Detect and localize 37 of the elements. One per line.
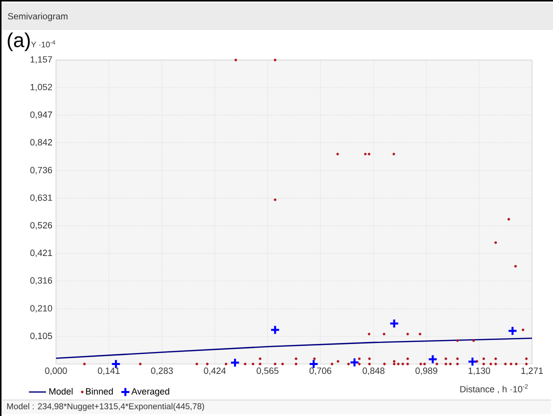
text: (a) [8, 32, 30, 52]
point [270, 324, 280, 335]
chart-title: Semivariogram [8, 12, 68, 22]
y-tick-label: 0,210 [30, 305, 52, 313]
point [467, 356, 478, 367]
y-tick-label: 0,947 [30, 111, 52, 119]
y-tick-label: 0,842 [30, 139, 52, 146]
text: Model : 234,98*Nugget+1315,4*Exponential(445,78) [7, 403, 204, 411]
x-tick-label: 0,424 [204, 368, 226, 375]
x-tick-label: 1,271 [521, 368, 543, 375]
y-tick-label: 0,526 [30, 222, 52, 230]
y-tick-label: 0,736 [30, 166, 52, 174]
line-series [55, 338, 533, 359]
x-axis-title: Distance , h ·10$^{-2}$ [460, 384, 528, 394]
x-tick-label: 1,130 [468, 368, 490, 375]
y-tick-label: 0,105 [30, 332, 52, 340]
point [349, 357, 360, 368]
point [508, 326, 518, 336]
point [230, 358, 240, 368]
y-tick-label: 0,631 [30, 194, 52, 202]
x-tick-label: 0,141 [98, 368, 120, 375]
x-tick-label: 0,848 [362, 368, 384, 375]
legend-label: Binned [86, 388, 113, 395]
x-tick-label: 0,706 [309, 368, 332, 375]
y-tick-label: 1,052 [30, 84, 52, 92]
x-tick-label: 0,000 [45, 368, 67, 375]
point [389, 318, 400, 329]
legend-label: Averaged [131, 388, 170, 396]
legend-label: Model [49, 388, 73, 395]
x-tick-label: 0,283 [151, 368, 173, 375]
y-tick-label: 1,157 [30, 56, 52, 64]
point [428, 354, 438, 364]
y-axis-title: Y ·10$^{-4}$ [31, 40, 56, 48]
y-tick-label: 0,316 [30, 277, 52, 285]
x-tick-label: 0,989 [415, 368, 438, 375]
y-tick-label: 0,421 [30, 250, 52, 258]
x-tick-label: 0,565 [256, 368, 278, 375]
